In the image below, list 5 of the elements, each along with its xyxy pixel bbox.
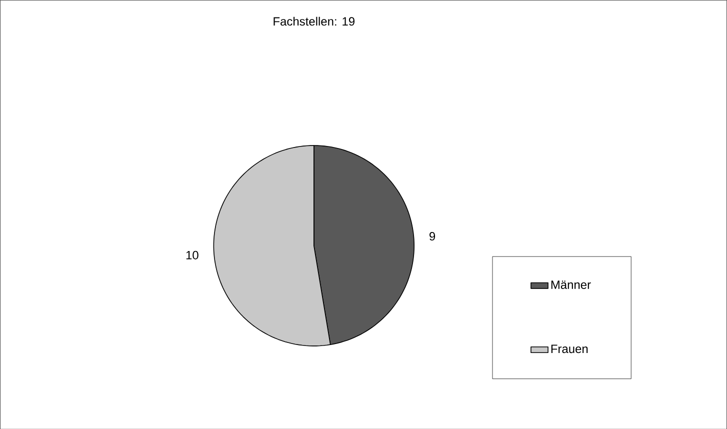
legend-label: Männer: [551, 280, 591, 289]
data-label: 10: [186, 250, 198, 260]
chart-title: Fachstellen: 19: [274, 16, 354, 26]
data-label: 9: [430, 232, 436, 240]
legend-label: Frauen: [551, 344, 588, 353]
